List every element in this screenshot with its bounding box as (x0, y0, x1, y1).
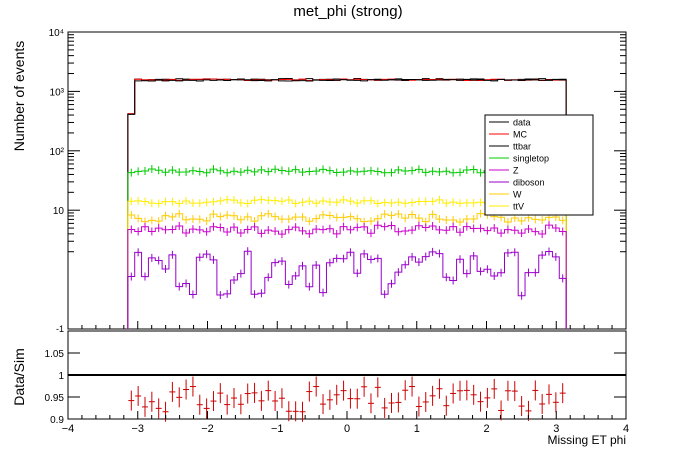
legend-label: singletop (513, 154, 549, 164)
y-tick-label: 10 (53, 206, 65, 217)
x-tick-label: 3 (553, 423, 559, 435)
ratio-y-tick-label: 1.05 (45, 349, 65, 360)
y-tick-label: 10² (50, 147, 65, 158)
hist-W (127, 213, 567, 329)
ratio-y-tick-label: 0.95 (45, 393, 65, 404)
hist-ttbar (127, 79, 567, 329)
x-tick-label: −1 (271, 423, 284, 435)
x-tick-label: 4 (623, 423, 629, 435)
legend-label: ttbar (513, 142, 531, 152)
x-tick-label: 1 (414, 423, 420, 435)
y-tick-label: 10⁴ (49, 28, 64, 39)
ratio-y-tick-label: 0.9 (50, 415, 64, 426)
y-axis-label: Number of events (11, 41, 27, 152)
x-tick-label: 2 (483, 423, 489, 435)
hist-diboson (127, 250, 567, 329)
legend-box (484, 114, 594, 216)
legend-label: ttV (513, 202, 524, 212)
chart-title: met_phi (strong) (293, 3, 402, 20)
legend-label: diboson (513, 178, 545, 188)
legend-label: data (513, 118, 531, 128)
hist-Z (127, 224, 567, 329)
y-tick-label: 10³ (50, 87, 65, 98)
legend-label: W (513, 190, 522, 200)
legend-label: MC (513, 130, 527, 140)
x-tick-label: −4 (62, 423, 75, 435)
x-tick-label: −3 (131, 423, 144, 435)
ratio-layer: 0.9 0.95 1 1.05 (45, 349, 626, 426)
ratio-y-axis-label: Data/Sim (11, 348, 27, 406)
top-y-ticks: 10 10² 10³ 10⁴ -1 (49, 28, 626, 334)
x-ticks: −4 −3 −2 −1 0 1 2 3 4 (62, 321, 629, 435)
y-tick-label-min: -1 (56, 324, 64, 334)
x-tick-label: −2 (201, 423, 214, 435)
ratio-y-tick-label: 1 (58, 371, 64, 382)
x-axis-label: Missing ET phi (548, 433, 626, 447)
x-tick-label: 0 (344, 423, 350, 435)
legend-label: Z (513, 166, 519, 176)
